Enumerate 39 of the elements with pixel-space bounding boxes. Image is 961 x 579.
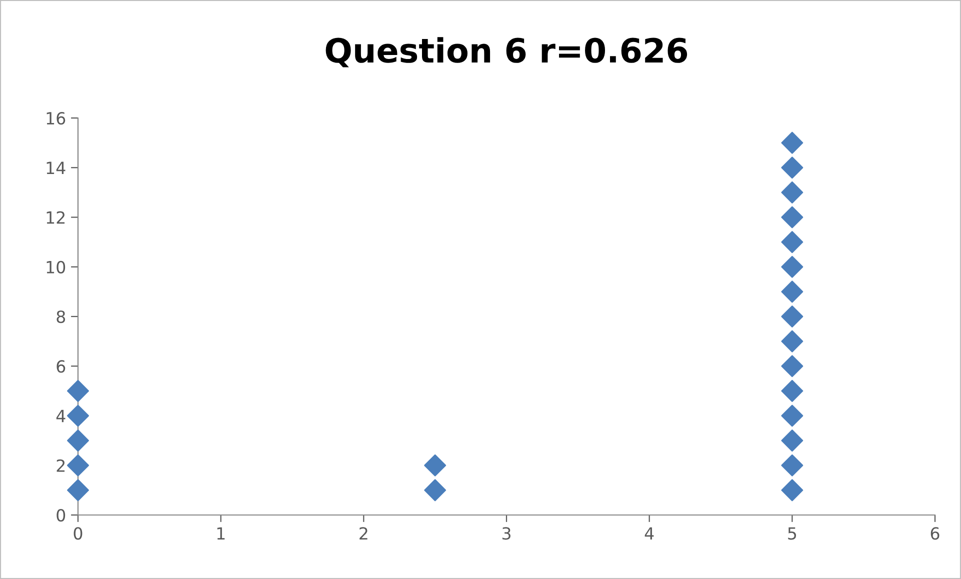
point [781,156,804,179]
point [67,404,89,427]
point [781,231,804,254]
point [781,404,804,427]
x-tick-label: 6 [930,527,940,540]
y-tick-label: 12 [46,211,65,224]
point [781,355,804,378]
point [781,380,804,402]
point [424,454,446,476]
point [781,479,804,502]
point [781,280,804,303]
x-tick-label: 5 [788,527,796,540]
x-tick-label: 0 [74,527,82,540]
y-tick-label: 6 [56,360,66,373]
point [424,479,446,502]
point [67,479,89,502]
point [781,306,804,328]
y-tick-label: 2 [56,459,65,472]
point [781,256,804,278]
point [781,181,804,204]
y-tick-label: 14 [46,162,66,174]
x-tick-label: 3 [502,527,510,540]
point [67,380,89,402]
x-tick-label: 2 [360,527,368,540]
x-tick-label: 1 [217,527,225,540]
y-tick-label: 10 [46,260,66,274]
y-tick-label: 16 [46,112,66,125]
point [67,454,89,476]
chart-title: Question 6 r=0.626 [326,37,688,68]
point [67,430,89,452]
y-tick-label: 8 [56,310,66,324]
point [781,454,804,476]
point [781,430,804,452]
point [781,330,804,352]
point [781,132,804,154]
y-tick-label: 4 [56,410,66,422]
x-tick-label: 4 [644,527,654,540]
point [781,206,804,228]
y-tick-label: 0 [56,508,66,522]
